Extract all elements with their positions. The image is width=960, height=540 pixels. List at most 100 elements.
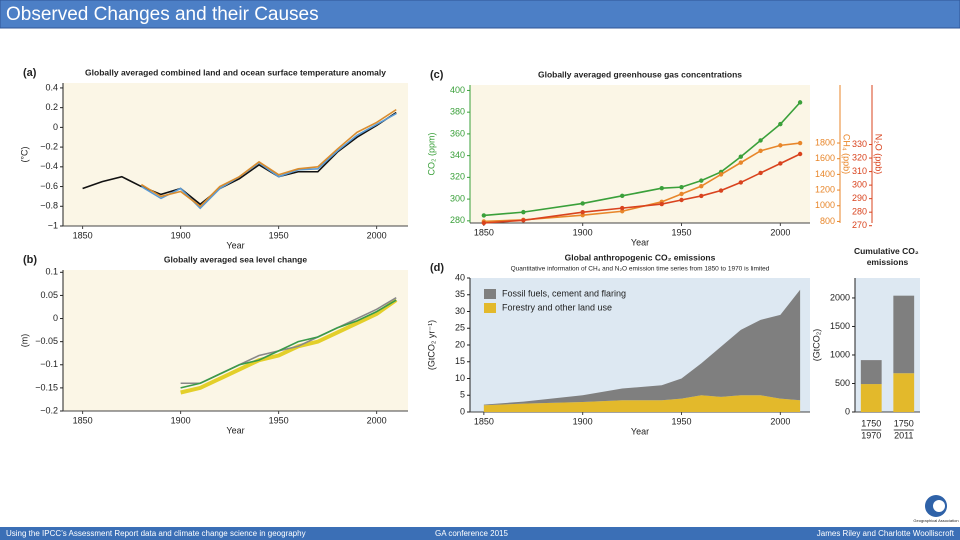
header-bar <box>0 0 960 29</box>
legend-label: Forestry and other land use <box>502 302 612 312</box>
footer-right: James Riley and Charlotte Woolliscroft <box>817 529 955 538</box>
x-tick-label: 1900 <box>171 415 191 425</box>
series-line <box>180 299 397 389</box>
bar-segment <box>893 373 915 412</box>
series-point <box>797 140 803 146</box>
legend-swatch <box>484 289 496 299</box>
area-segment <box>483 395 801 412</box>
y-axis-label: N₂O (ppb) <box>874 134 884 175</box>
x-tick-label: 1950 <box>671 416 691 426</box>
series-point <box>659 186 664 191</box>
series-line <box>483 142 801 223</box>
x-tick-label: 1950 <box>269 415 289 425</box>
chart-title: Globally averaged combined land and ocea… <box>85 67 386 77</box>
plot-area <box>63 270 408 411</box>
chart-title: Cumulative CO₂ emissions <box>854 246 921 267</box>
x-tick-label: 1970 <box>861 430 881 440</box>
y-tick-label: 20 <box>455 339 465 349</box>
y-tick-label: 310 <box>852 166 867 176</box>
y-tick-label: 320 <box>450 172 465 182</box>
x-axis-label: Year <box>226 240 244 250</box>
y-tick-label: 270 <box>852 220 867 230</box>
legend-label: Fossil fuels, cement and flaring <box>502 288 626 298</box>
series-line <box>140 112 397 210</box>
series-point <box>521 218 526 223</box>
bar-segment <box>893 295 915 374</box>
y-tick-label: −0.15 <box>35 382 58 392</box>
x-tick-label: 2000 <box>770 227 790 237</box>
y-tick-label: 0 <box>845 406 850 416</box>
footer-bar <box>0 527 960 540</box>
y-axis-label: (°C) <box>19 146 29 162</box>
series-point <box>778 143 783 148</box>
series-point <box>521 209 526 215</box>
y-tick-label: −0.2 <box>40 405 58 415</box>
y-tick-label: 280 <box>450 215 465 225</box>
logo-mark-inner <box>933 500 945 512</box>
y-tick-label: 15 <box>455 356 465 366</box>
y-tick-label: 340 <box>450 150 465 160</box>
y-tick-label: 280 <box>852 207 867 217</box>
y-tick-label: −0.6 <box>40 181 58 191</box>
x-tick-label: 2000 <box>770 416 790 426</box>
x-tick-label: 1900 <box>171 230 191 240</box>
y-tick-label: −0.2 <box>40 141 58 151</box>
y-tick-label: 320 <box>852 152 867 162</box>
x-tick-label: 2011 <box>894 430 913 440</box>
x-tick-label: 1750 <box>861 418 881 428</box>
chart-title: Globally averaged sea level change <box>164 254 307 264</box>
chart-subtitle: Quantitative information of CH₄ and N₂O … <box>511 266 770 273</box>
series-point <box>620 193 625 199</box>
y-tick-label: 0.1 <box>45 267 58 277</box>
slide-title: Observed Changes and their Causes <box>6 4 319 25</box>
y-tick-label: 30 <box>455 306 465 316</box>
series-point <box>718 188 724 193</box>
series-point <box>659 201 664 207</box>
x-axis-label: Year <box>631 426 649 436</box>
x-tick-label: 1850 <box>73 415 93 425</box>
series-point <box>679 184 684 190</box>
y-tick-label: 0.05 <box>40 290 58 300</box>
y-tick-label: −0.4 <box>40 161 58 171</box>
y-tick-label: 360 <box>450 128 465 138</box>
series-line <box>483 101 801 217</box>
y-tick-label: 40 <box>455 272 465 282</box>
x-axis-label: Year <box>226 425 244 435</box>
footer-left: Using the IPCC’s Assessment Report data … <box>6 529 306 538</box>
y-tick-label: −0.05 <box>35 336 58 346</box>
area-segment <box>483 289 801 406</box>
series-line <box>82 111 397 206</box>
y-tick-label: 0.2 <box>45 102 58 112</box>
series-point <box>758 170 763 176</box>
chart-title: Globally averaged greenhouse gas concent… <box>538 69 742 79</box>
series-point <box>718 172 724 177</box>
x-tick-label: 1950 <box>671 227 691 237</box>
series-point <box>797 100 803 105</box>
y-tick-label: 1200 <box>815 184 835 194</box>
series-point <box>738 160 744 165</box>
y-tick-label: 500 <box>835 378 850 388</box>
series-point <box>738 154 744 159</box>
x-tick-label: 1750 <box>894 418 914 428</box>
y-axis-label: CH₄ (ppb) <box>842 134 852 174</box>
series-point <box>699 178 704 183</box>
y-tick-label: 1800 <box>815 137 835 147</box>
series-point <box>797 151 803 157</box>
legend-swatch <box>484 303 496 313</box>
x-tick-label: 1850 <box>474 227 494 237</box>
logo-text: Geographical Association <box>913 518 958 523</box>
y-axis-label: (m) <box>19 334 29 348</box>
x-tick-label: 1900 <box>573 227 593 237</box>
x-tick-label: 1850 <box>474 416 494 426</box>
x-axis-label: Year <box>631 237 649 247</box>
y-tick-label: 1600 <box>815 153 835 163</box>
y-tick-label: 0 <box>460 406 465 416</box>
series-point <box>580 201 585 206</box>
x-tick-label: 1950 <box>269 230 289 240</box>
series-line <box>140 108 397 208</box>
y-axis-label: (GtCO₂ yr⁻¹) <box>426 320 436 370</box>
series-point <box>699 193 704 199</box>
y-axis-label: CO₂ (ppm) <box>426 133 436 176</box>
y-tick-label: 1000 <box>815 200 835 210</box>
